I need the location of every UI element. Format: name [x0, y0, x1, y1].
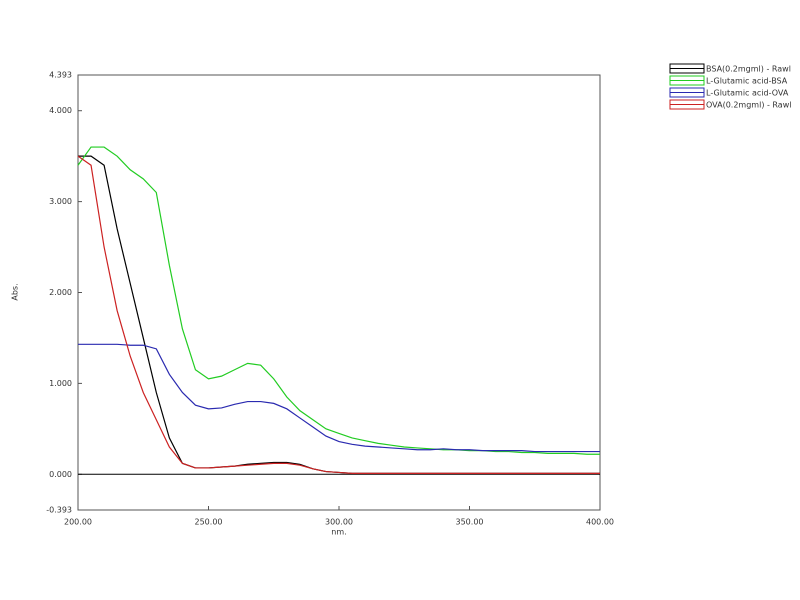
series-line	[78, 155, 600, 474]
series-line	[78, 343, 600, 453]
y-tick-label: -0.393	[46, 506, 72, 515]
legend-label: OVA(0.2mgml) - Rawl	[706, 101, 791, 110]
y-tick-label: 3.000	[49, 197, 72, 206]
plot-frame	[77, 74, 601, 511]
x-tick-label: 400.00	[586, 518, 614, 527]
legend-label: BSA(0.2mgml) - Rawl	[706, 65, 791, 74]
series-line	[77, 146, 600, 455]
y-axis-label: Abs.	[11, 283, 20, 300]
y-tick-label: 0.000	[49, 470, 72, 479]
series-line	[77, 155, 600, 474]
x-tick-label: 350.00	[456, 518, 484, 527]
x-tick-label: 250.00	[195, 518, 223, 527]
x-tick-label: 300.00	[325, 518, 353, 527]
x-axis-label: nm.	[331, 528, 346, 537]
y-tick-label: 1.000	[49, 379, 72, 388]
y-tick-label: 4.000	[49, 106, 72, 115]
legend-label: L-Glutamic acid-OVA	[706, 89, 789, 98]
legend-label: L-Glutamic acid-BSA	[706, 77, 788, 86]
x-tick-label: 200.00	[64, 518, 92, 527]
y-tick-label: 4.393	[49, 71, 72, 80]
y-tick-label: 2.000	[49, 288, 72, 297]
